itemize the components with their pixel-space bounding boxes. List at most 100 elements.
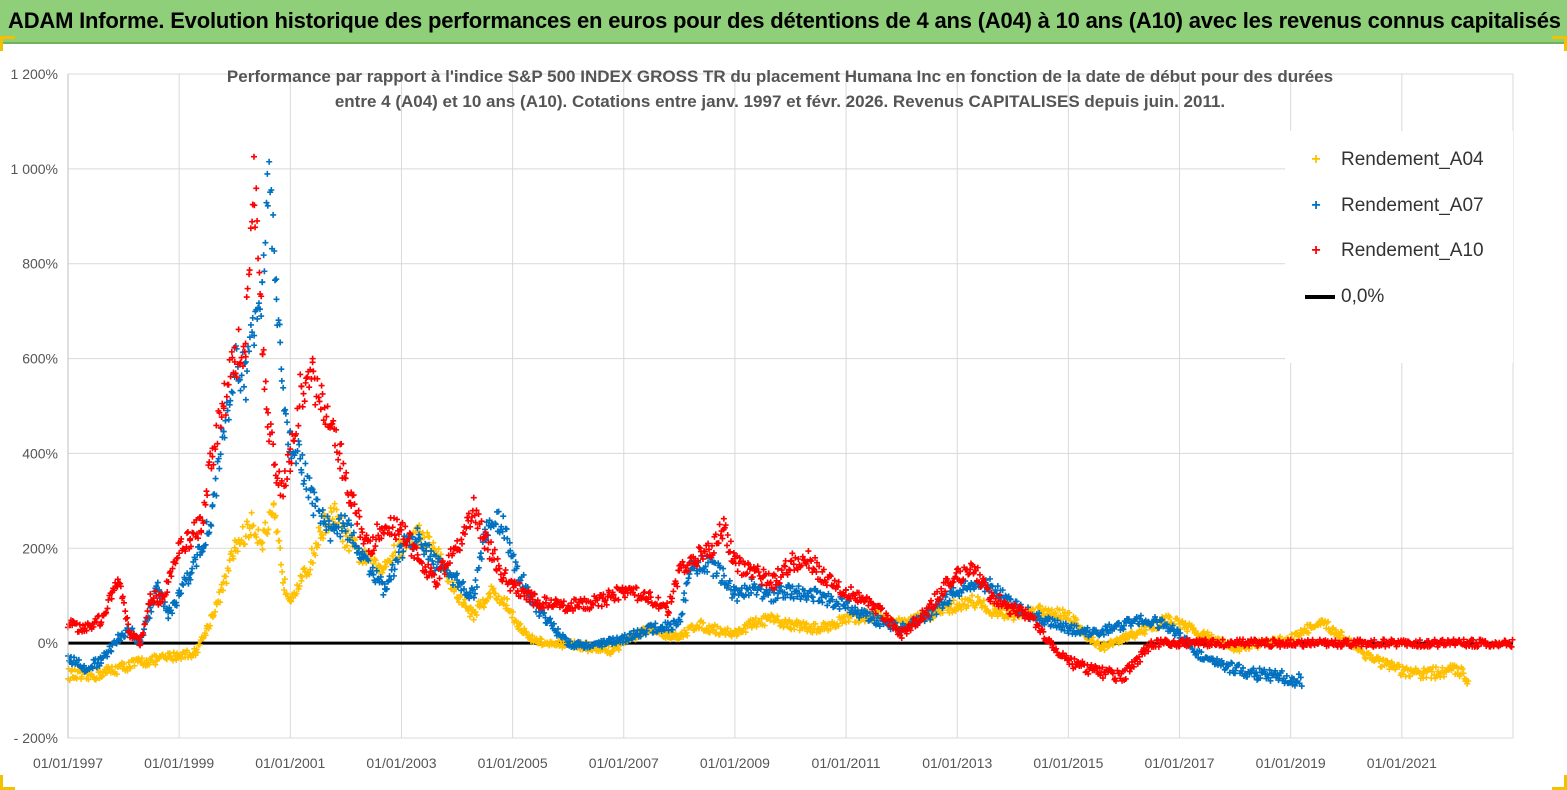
series-a10-point [712,531,719,538]
series-a10-point [172,560,179,567]
series-a07-point [242,358,249,365]
series-a07-point [1257,675,1264,682]
series-a10-point [217,424,224,431]
chart-area: - 200% 0% 200% 400% 600% 800% 1 000% 1 200% 01/0… [0,44,1567,790]
series-a07-point [945,600,952,607]
series-a07-point [686,571,693,578]
series-a07-point [203,518,210,525]
series-a04-point [1388,658,1395,665]
series-a07-point [220,428,227,435]
corner-bracket [1552,36,1567,51]
series-a10-point [206,459,213,466]
series-a07-point [643,627,650,634]
series-a10-point [182,548,189,555]
series-a04-point [301,565,308,572]
series-a04-point [315,541,322,548]
series-a10-point [249,218,256,225]
series-a10-point [369,550,376,557]
series-a10-point [225,381,232,388]
series-a07-point [291,452,298,459]
series-a04-point [1459,666,1466,673]
series-a07-point [278,366,285,373]
series-a04-point [1005,614,1012,621]
series-a07-point [477,550,484,557]
series-a10-point [666,609,673,616]
series-a07-point [1256,665,1263,672]
series-a10-point [252,224,259,231]
series-a04-point [472,609,479,616]
series-a07-point [717,564,724,571]
series-a04-point [1404,667,1411,674]
series-a10-point [598,603,605,610]
series-a04-point [1450,665,1457,672]
chart-subtitle: Performance par rapport à l'indice S&P 5… [140,64,1420,114]
plus-marker-icon: + [1311,197,1321,214]
series-a04-point [238,537,245,544]
y-tick-label: 0% [38,635,58,651]
series-a07-point [380,591,387,598]
series-a07-point [999,587,1006,594]
series-a04-point [777,622,784,629]
series-a07-point [541,609,548,616]
series-a04-point [980,597,987,604]
series-a04-point [299,573,306,580]
series-a10-point [413,544,420,551]
series-a10-point [147,591,154,598]
corner-bracket [0,775,15,790]
series-a10-point [425,561,432,568]
title-banner: ADAM Informe. Evolution historique des p… [0,0,1567,44]
series-a07-point [1287,678,1294,685]
series-a04-point [113,671,120,678]
series-a10-point [810,565,817,572]
series-a10-point [645,598,652,605]
series-a10-point [530,602,537,609]
series-a04-point [521,625,528,632]
series-a10-point [263,406,270,413]
series-a10-point [297,371,304,378]
series-a10-point [208,465,215,472]
series-a04-point [1460,670,1467,677]
series-a07-point [238,372,245,379]
series-a07-point [754,587,761,594]
series-a07-point [512,559,519,566]
series-a10-point [708,542,715,549]
series-a07-point [801,587,808,594]
series-a07-point [1278,667,1285,674]
series-a07-point [694,570,701,577]
series-a07-point [394,558,401,565]
series-a10-point [531,591,538,598]
series-a10-point [343,469,350,476]
series-a04-point [504,595,511,602]
x-tick-label: 01/01/1999 [144,755,214,771]
series-a07-point [276,321,283,328]
series-a07-point [550,620,557,627]
series-a04-point [283,590,290,597]
series-a07-point [1041,621,1048,628]
series-a04-point [812,620,819,627]
series-a04-point [97,669,104,676]
series-a10-point [724,542,731,549]
series-a10-point [474,525,481,532]
series-a07-point [173,602,180,609]
series-a10-point [472,519,479,526]
series-a10-point [431,571,438,578]
series-a07-point [192,556,199,563]
series-a04-point [265,526,272,533]
series-a07-point [309,486,316,493]
series-a07-point [324,513,331,520]
series-a04-point [230,555,237,562]
x-tick-label: 01/01/2015 [1033,755,1103,771]
series-a04-point [961,601,968,608]
series-a10-point [76,621,83,628]
series-a07-point [272,277,279,284]
series-a04-point [1329,625,1336,632]
series-a07-point [1267,677,1274,684]
series-a07-point [336,515,343,522]
series-a07-point [346,536,353,543]
corner-bracket [1552,775,1567,790]
plus-marker-icon: + [1311,242,1321,259]
series-a10-point [564,608,571,615]
series-a10-point [774,565,781,572]
series-a07-point [75,656,82,663]
series-a10-point [198,527,205,534]
